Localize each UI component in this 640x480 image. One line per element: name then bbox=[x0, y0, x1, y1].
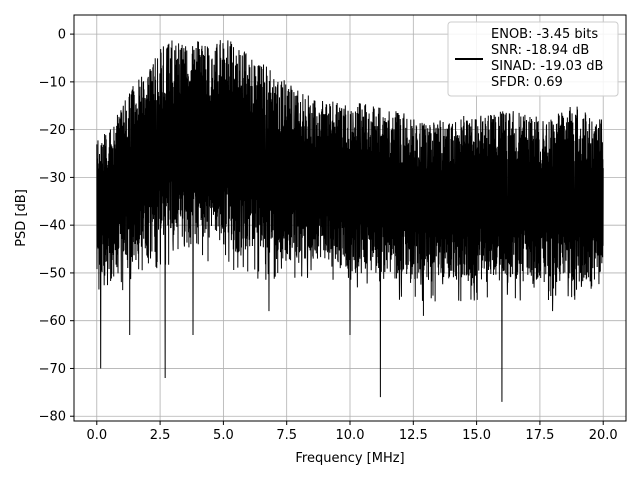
legend-entry-sfdr: SFDR: 0.69 bbox=[491, 75, 563, 90]
psd-series-line bbox=[96, 40, 604, 402]
y-tick-label: −80 bbox=[39, 410, 66, 425]
y-tick-label: 0 bbox=[58, 28, 66, 43]
legend-entry-sinad: SINAD: -19.03 dB bbox=[491, 59, 603, 74]
y-tick-label: −10 bbox=[39, 75, 66, 90]
y-tick-label: −50 bbox=[39, 266, 66, 281]
x-tick-label: 2.5 bbox=[150, 428, 171, 443]
x-tick-label: 17.5 bbox=[525, 428, 554, 443]
legend-box bbox=[447, 21, 619, 97]
legend-entry-enob: ENOB: -3.45 bits bbox=[491, 27, 598, 42]
y-tick-label: −60 bbox=[39, 314, 66, 329]
y-tick-label: −30 bbox=[39, 171, 66, 186]
plot-area bbox=[96, 40, 604, 402]
y-axis-ticks: 0 −10 −20 −30 −40 −50 −60 −70 −80 bbox=[39, 28, 74, 425]
x-axis-ticks: 0.0 2.5 5.0 7.5 10.0 12.5 15.0 17.5 20.0 bbox=[86, 421, 618, 443]
x-tick-label: 10.0 bbox=[336, 428, 365, 443]
x-axis-label: Frequency [MHz] bbox=[295, 451, 404, 466]
x-tick-label: 7.5 bbox=[276, 428, 297, 443]
legend-entry-snr: SNR: -18.94 dB bbox=[491, 43, 589, 58]
x-tick-label: 15.0 bbox=[462, 428, 491, 443]
x-tick-label: 0.0 bbox=[86, 428, 107, 443]
y-tick-label: −40 bbox=[39, 219, 66, 234]
legend: ENOB: -3.45 bits SNR: -18.94 dB SINAD: -… bbox=[447, 21, 619, 97]
x-tick-label: 20.0 bbox=[589, 428, 618, 443]
y-axis-label: PSD [dB] bbox=[14, 189, 29, 247]
x-tick-label: 12.5 bbox=[399, 428, 428, 443]
y-tick-label: −20 bbox=[39, 123, 66, 138]
x-tick-label: 5.0 bbox=[213, 428, 234, 443]
y-tick-label: −70 bbox=[39, 362, 66, 377]
